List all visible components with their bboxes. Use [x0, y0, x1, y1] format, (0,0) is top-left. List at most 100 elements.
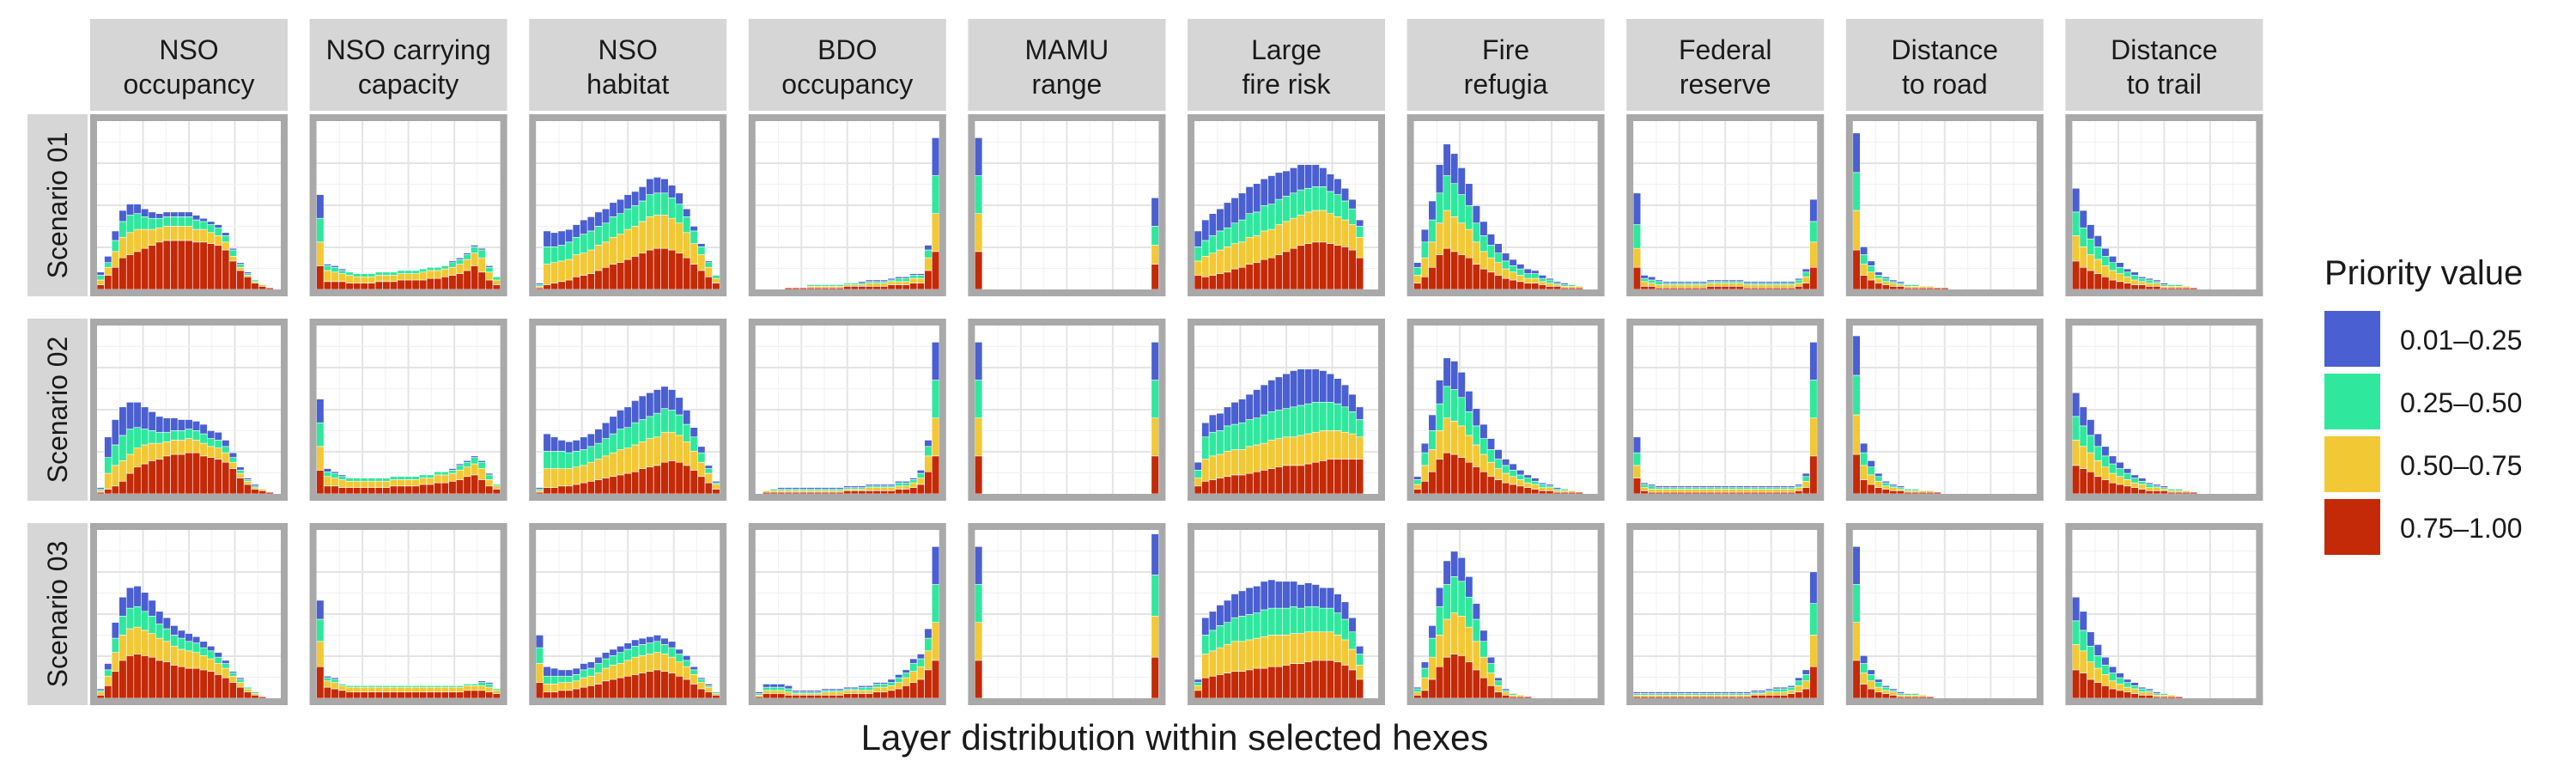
bar-segment-0-75-1-00 — [477, 271, 486, 290]
strip-label-line2: capacity — [358, 69, 459, 100]
bar-segment-0-50-0-75 — [1208, 253, 1217, 276]
bar-segment-0-75-1-00 — [1450, 453, 1459, 495]
bar-segment-0-01-0-25 — [1479, 423, 1488, 439]
bar-segment-0-25-0-50 — [1523, 478, 1532, 484]
row-strip-scenario-02: Scenario 02 — [27, 319, 88, 501]
bar-segment-0-25-0-50 — [331, 266, 339, 273]
bar-segment-0-50-0-75 — [1655, 489, 1663, 493]
bar-segment-0-25-0-50 — [880, 684, 889, 688]
strip-label-line2: range — [1031, 69, 1102, 100]
bar-segment-0-75-1-00 — [1933, 491, 1941, 495]
bar-segment-0-50-0-75 — [411, 686, 420, 692]
bar-segment-0-50-0-75 — [902, 677, 910, 686]
bar-segment-0-50-0-75 — [1721, 489, 1729, 493]
bar-segment-0-75-1-00 — [1780, 695, 1789, 699]
bar-segment-0-25-0-50 — [389, 271, 398, 276]
bar-segment-0-25-0-50 — [1260, 609, 1268, 637]
panel-border — [529, 319, 727, 501]
bar-segment-0-50-0-75 — [1706, 283, 1715, 287]
bar-segment-0-75-1-00 — [96, 695, 105, 699]
bar-segment-0-25-0-50 — [565, 675, 574, 683]
bar-segment-0-50-0-75 — [623, 447, 632, 474]
bar-segment-0-25-0-50 — [1881, 482, 1890, 487]
bar-segment-0-01-0-25 — [909, 478, 918, 480]
bar-segment-0-01-0-25 — [104, 663, 112, 671]
panel-grid — [1633, 530, 1818, 698]
bar-segment-0-75-1-00 — [1194, 690, 1202, 699]
bar-segment-0-01-0-25 — [1223, 406, 1232, 427]
bar-segment-0-01-0-25 — [2138, 478, 2147, 482]
bar-segment-0-25-0-50 — [177, 430, 186, 441]
bar-segment-0-25-0-50 — [374, 271, 383, 276]
bar-segment-0-75-1-00 — [769, 693, 778, 699]
bar-segment-0-01-0-25 — [1208, 611, 1217, 631]
bar-segment-0-25-0-50 — [125, 607, 135, 630]
bar-segment-0-50-0-75 — [228, 256, 237, 262]
bar-segment-0-25-0-50 — [1809, 603, 1818, 636]
bar-segment-0-01-0-25 — [2138, 276, 2147, 279]
bar-segment-0-01-0-25 — [1735, 485, 1744, 488]
bar-segment-0-50-0-75 — [440, 474, 449, 484]
bar-segment-0-50-0-75 — [177, 440, 186, 455]
bar-segment-0-25-0-50 — [1267, 607, 1276, 636]
bar-segment-0-50-0-75 — [1238, 241, 1247, 268]
bar-segment-0-75-1-00 — [162, 661, 171, 699]
bar-segment-0-01-0-25 — [1860, 655, 1868, 664]
bar-segment-0-01-0-25 — [1282, 373, 1291, 409]
bar-segment-0-01-0-25 — [880, 682, 889, 685]
bar-segment-0-01-0-25 — [1223, 202, 1232, 228]
bar-segment-0-75-1-00 — [1216, 674, 1224, 699]
bar-segment-0-50-0-75 — [199, 228, 208, 243]
bar-segment-0-01-0-25 — [111, 419, 119, 446]
bar-segment-0-25-0-50 — [631, 205, 640, 227]
bar-segment-0-75-1-00 — [1340, 459, 1350, 495]
panel-border — [1406, 319, 1605, 501]
bar-segment-0-75-1-00 — [111, 485, 119, 495]
bar-segment-0-25-0-50 — [1801, 476, 1810, 482]
bar-segment-0-25-0-50 — [1874, 682, 1883, 688]
bar-segment-0-75-1-00 — [382, 487, 391, 495]
bar-segment-0-50-0-75 — [1413, 484, 1422, 490]
panel-bars — [1194, 579, 1364, 699]
bar-segment-0-25-0-50 — [1151, 575, 1159, 617]
bar-segment-0-50-0-75 — [1787, 690, 1795, 694]
bar-segment-0-50-0-75 — [492, 485, 501, 490]
bar-segment-0-01-0-25 — [887, 484, 896, 487]
bar-segment-0-25-0-50 — [382, 685, 391, 688]
bar-segment-0-50-0-75 — [1435, 222, 1444, 255]
bar-segment-0-25-0-50 — [214, 656, 222, 664]
bar-segment-0-50-0-75 — [572, 466, 580, 485]
bar-segment-0-25-0-50 — [389, 476, 398, 480]
panel-scenario-02-nso-habitat — [529, 319, 727, 501]
bar-segment-0-75-1-00 — [557, 281, 566, 290]
bar-segment-0-01-0-25 — [1516, 264, 1525, 270]
bar-segment-0-50-0-75 — [411, 479, 420, 487]
bar-segment-0-50-0-75 — [1260, 442, 1268, 471]
bar-segment-0-01-0-25 — [1735, 279, 1744, 283]
bar-segment-0-25-0-50 — [397, 685, 405, 688]
bar-segment-0-25-0-50 — [1297, 405, 1305, 436]
bar-segment-0-50-0-75 — [909, 277, 918, 283]
bar-segment-0-01-0-25 — [1457, 557, 1466, 582]
bar-segment-0-01-0-25 — [1297, 164, 1305, 191]
strip-label-line2: occupancy — [124, 69, 255, 100]
bar-segment-0-25-0-50 — [185, 216, 193, 227]
bar-segment-0-25-0-50 — [821, 284, 829, 287]
bar-segment-0-01-0-25 — [850, 686, 859, 690]
bar-segment-0-01-0-25 — [675, 192, 683, 204]
bar-segment-0-25-0-50 — [1911, 693, 1920, 696]
bar-segment-0-50-0-75 — [1289, 436, 1298, 466]
bar-segment-0-01-0-25 — [1216, 605, 1224, 626]
bar-segment-0-50-0-75 — [2116, 684, 2124, 691]
bar-segment-0-25-0-50 — [199, 647, 208, 656]
bar-segment-0-50-0-75 — [1245, 446, 1254, 474]
bar-segment-0-25-0-50 — [1472, 618, 1480, 642]
bar-segment-0-01-0-25 — [829, 487, 837, 490]
bar-segment-0-50-0-75 — [543, 684, 551, 692]
bar-segment-0-01-0-25 — [704, 260, 713, 264]
bar-segment-0-50-0-75 — [916, 277, 925, 283]
bar-segment-0-01-0-25 — [1795, 484, 1803, 487]
bar-segment-0-01-0-25 — [1523, 474, 1532, 478]
bar-segment-0-25-0-50 — [1356, 226, 1364, 238]
bar-segment-0-01-0-25 — [1772, 281, 1781, 283]
